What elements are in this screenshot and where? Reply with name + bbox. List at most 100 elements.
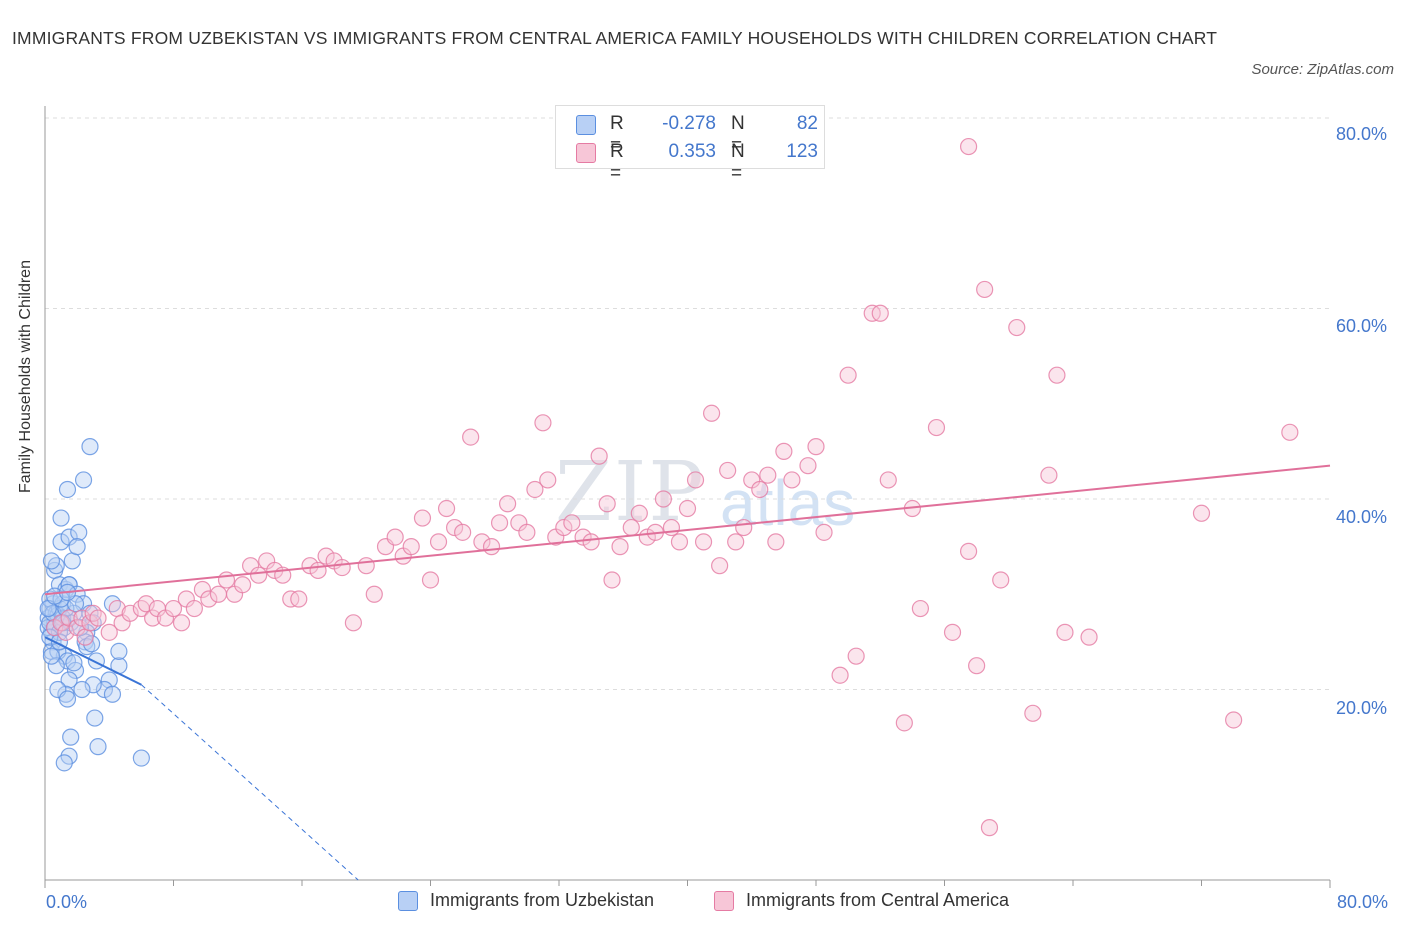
data-point-central-america (57, 623, 75, 641)
data-point-central-america (539, 471, 557, 489)
data-point-central-america (783, 471, 801, 489)
data-point-central-america (980, 819, 999, 837)
data-point-central-america (518, 523, 536, 541)
data-point-uzbekistan (62, 728, 80, 746)
data-point-central-america (622, 518, 640, 537)
data-point-central-america (333, 558, 351, 577)
bottom-legend-label: Immigrants from Uzbekistan (430, 890, 655, 910)
data-point-uzbekistan (82, 635, 101, 653)
data-point-uzbekistan (65, 654, 83, 672)
data-point-central-america (927, 418, 946, 437)
data-point-central-america (301, 557, 319, 575)
data-point-central-america (702, 404, 721, 422)
y-tick-80: 80.0% (1336, 124, 1388, 144)
data-point-central-america (200, 590, 218, 608)
data-point-central-america (172, 614, 191, 632)
data-point-central-america (678, 499, 697, 518)
data-point-uzbekistan (63, 552, 81, 570)
data-point-central-america (959, 542, 978, 560)
data-point-central-america (454, 523, 472, 541)
data-point-central-america (490, 514, 509, 532)
data-point-central-america (630, 504, 648, 522)
data-point-central-america (751, 480, 769, 499)
data-point-central-america (164, 599, 183, 618)
data-point-central-america (526, 480, 544, 499)
data-point-uzbekistan (42, 647, 61, 665)
data-point-central-america (992, 571, 1010, 589)
data-point-central-america (413, 509, 432, 527)
data-point-central-america (735, 518, 753, 537)
chart-title: IMMIGRANTS FROM UZBEKISTAN VS IMMIGRANTS… (12, 28, 1218, 48)
data-point-uzbekistan (100, 671, 118, 689)
data-point-central-america (895, 714, 913, 732)
correlation-legend: R = -0.278 N = 82 R = 0.353 N = 123 (555, 105, 825, 184)
data-point-central-america (357, 557, 375, 575)
data-point-central-america (847, 647, 865, 665)
data-point-uzbekistan (68, 538, 86, 556)
data-point-central-america (911, 599, 930, 618)
data-point-central-america (807, 438, 825, 456)
legend-swatch-uzbekistan (576, 115, 596, 135)
data-point-central-america (81, 614, 99, 632)
y-tick-40: 40.0% (1336, 507, 1388, 527)
data-point-uzbekistan (60, 671, 78, 689)
data-point-central-america (445, 518, 464, 537)
data-point-central-america (759, 466, 777, 484)
data-point-central-america (482, 538, 501, 556)
trend-line-uzbekistan (44, 636, 142, 686)
data-point-central-america (598, 495, 616, 513)
data-point-central-america (871, 304, 889, 322)
data-point-uzbekistan (103, 595, 122, 613)
data-point-central-america (767, 533, 785, 551)
data-point-central-america (344, 614, 362, 632)
data-point-central-america (309, 561, 327, 580)
data-point-central-america (611, 538, 629, 556)
legend-swatch-central-america (576, 143, 596, 163)
watermark-atlas: atlas (720, 467, 856, 539)
data-point-uzbekistan (55, 754, 73, 772)
data-point-uzbekistan (81, 438, 99, 456)
data-point-central-america (290, 590, 308, 608)
data-point-uzbekistan (95, 680, 114, 699)
data-point-central-america (499, 495, 517, 513)
data-point-central-america (137, 595, 155, 613)
data-point-central-america (662, 518, 681, 537)
legend-r-value: -0.278 (662, 113, 716, 134)
data-point-central-america (317, 547, 335, 565)
data-point-central-america (421, 571, 440, 589)
legend-r-label: R = (610, 113, 624, 156)
data-point-central-america (1281, 423, 1299, 441)
data-point-uzbekistan (89, 738, 107, 756)
data-point-central-america (670, 533, 689, 551)
data-point-central-america (1080, 628, 1098, 646)
data-point-uzbekistan (47, 657, 65, 675)
bottom-swatch-central-america (714, 891, 734, 911)
data-point-central-america (943, 623, 962, 641)
data-point-uzbekistan (132, 749, 150, 767)
data-point-central-america (654, 490, 673, 508)
data-point-central-america (1225, 711, 1243, 729)
data-point-central-america (185, 599, 203, 618)
data-point-central-america (799, 457, 817, 475)
data-point-central-america (603, 571, 621, 589)
data-point-central-america (694, 533, 713, 551)
data-point-central-america (1024, 704, 1042, 722)
data-point-central-america (839, 366, 857, 384)
data-point-uzbekistan (86, 709, 104, 727)
data-point-central-america (1008, 318, 1026, 337)
data-point-central-america (879, 471, 897, 489)
data-point-central-america (193, 580, 212, 599)
legend-r-label: R = (610, 141, 624, 184)
x-tick-left: 0.0% (46, 892, 88, 912)
data-point-central-america (534, 414, 552, 432)
data-point-central-america (719, 461, 737, 480)
data-point-central-america (1056, 623, 1074, 641)
data-point-uzbekistan (84, 676, 102, 694)
data-point-uzbekistan (70, 523, 88, 541)
bottom-legend-label: Immigrants from Central America (746, 890, 1010, 910)
data-point-central-america (386, 528, 404, 546)
data-point-central-america (233, 576, 252, 594)
data-point-uzbekistan (87, 652, 106, 670)
x-tick-right: 80.0% (1337, 892, 1389, 912)
